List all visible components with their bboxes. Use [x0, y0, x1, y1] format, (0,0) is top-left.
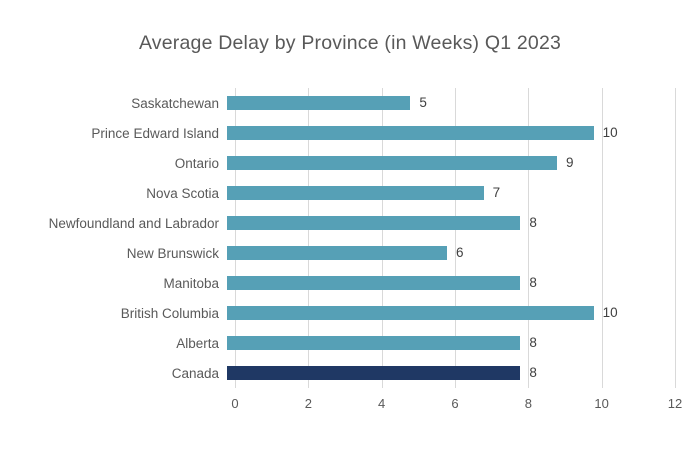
value-label: 8 — [529, 335, 537, 350]
bar-row: British Columbia 10 — [0, 298, 700, 328]
category-label: Saskatchewan — [131, 95, 219, 111]
bar-row: Saskatchewan 5 — [0, 88, 700, 118]
value-label: 7 — [492, 185, 501, 200]
bar-row: Prince Edward Island 10 — [0, 118, 700, 148]
value-label: 10 — [602, 125, 618, 140]
bar-track: 7 — [227, 178, 667, 208]
bar-row: New Brunswick 6 — [0, 238, 700, 268]
x-tick-label: 10 — [594, 396, 609, 411]
gridline — [528, 88, 530, 388]
category-label: Prince Edward Island — [91, 125, 219, 141]
gridline — [675, 88, 676, 388]
x-tick-label: 0 — [231, 396, 239, 411]
x-tick-label: 6 — [451, 396, 459, 411]
gridline — [455, 88, 456, 388]
bar — [227, 246, 447, 260]
category-label: Nova Scotia — [146, 185, 219, 201]
bar — [227, 126, 594, 140]
bar — [227, 366, 521, 380]
category-label: New Brunswick — [126, 245, 219, 261]
gridline — [381, 88, 383, 388]
bar-row: Nova Scotia 7 — [0, 178, 700, 208]
gridline — [601, 88, 603, 388]
bar-row: Alberta 8 — [0, 328, 700, 358]
value-label: 9 — [566, 155, 574, 170]
value-label: 8 — [529, 365, 537, 380]
plot-area: Saskatchewan 5 Prince Edward Island 10 Ontar… — [0, 88, 700, 388]
bar-track: 8 — [227, 208, 667, 238]
value-label: 8 — [529, 215, 537, 230]
bar — [227, 96, 411, 110]
bar-row: Canada 8 — [0, 358, 700, 388]
bar-track: 8 — [227, 358, 667, 388]
bar-row: Newfoundland and Labrador 8 — [0, 208, 700, 238]
bar-track: 9 — [227, 148, 667, 178]
bar-rows: Saskatchewan 5 Prince Edward Island 10 Ontar… — [0, 88, 700, 388]
gridline — [235, 88, 236, 388]
x-tick-label: 2 — [304, 396, 312, 411]
bar-track: 10 — [227, 298, 667, 328]
gridline — [308, 88, 310, 388]
bar — [227, 186, 484, 200]
bar — [227, 336, 521, 350]
x-tick-label: 4 — [378, 396, 386, 411]
category-label: Manitoba — [163, 275, 219, 291]
x-axis: 0 2 4 6 8 10 12 — [231, 396, 682, 416]
value-label: 10 — [602, 305, 618, 320]
bar — [227, 276, 521, 290]
bar-track: 10 — [227, 118, 667, 148]
bar-row: Ontario 9 — [0, 148, 700, 178]
value-label: 8 — [529, 275, 537, 290]
value-label: 6 — [456, 245, 464, 260]
bar-track: 5 — [227, 88, 667, 118]
category-label: Ontario — [174, 155, 219, 171]
category-label: Canada — [171, 365, 219, 381]
x-tick-label: 12 — [667, 396, 683, 411]
chart-title: Average Delay by Province (in Weeks) Q1 … — [138, 32, 562, 54]
bar-row: Manitoba 8 — [0, 268, 700, 298]
bar-track: 6 — [227, 238, 667, 268]
gridline-layer — [235, 88, 676, 388]
bar — [227, 156, 557, 170]
bar-track: 8 — [227, 328, 667, 358]
value-label: 5 — [419, 95, 427, 110]
bar-track: 8 — [227, 268, 667, 298]
category-label: Newfoundland and Labrador — [48, 215, 219, 231]
category-label: Alberta — [176, 335, 219, 351]
bar — [227, 306, 594, 320]
category-label: British Columbia — [120, 305, 219, 321]
bar — [227, 216, 521, 230]
x-tick-label: 8 — [524, 396, 532, 411]
